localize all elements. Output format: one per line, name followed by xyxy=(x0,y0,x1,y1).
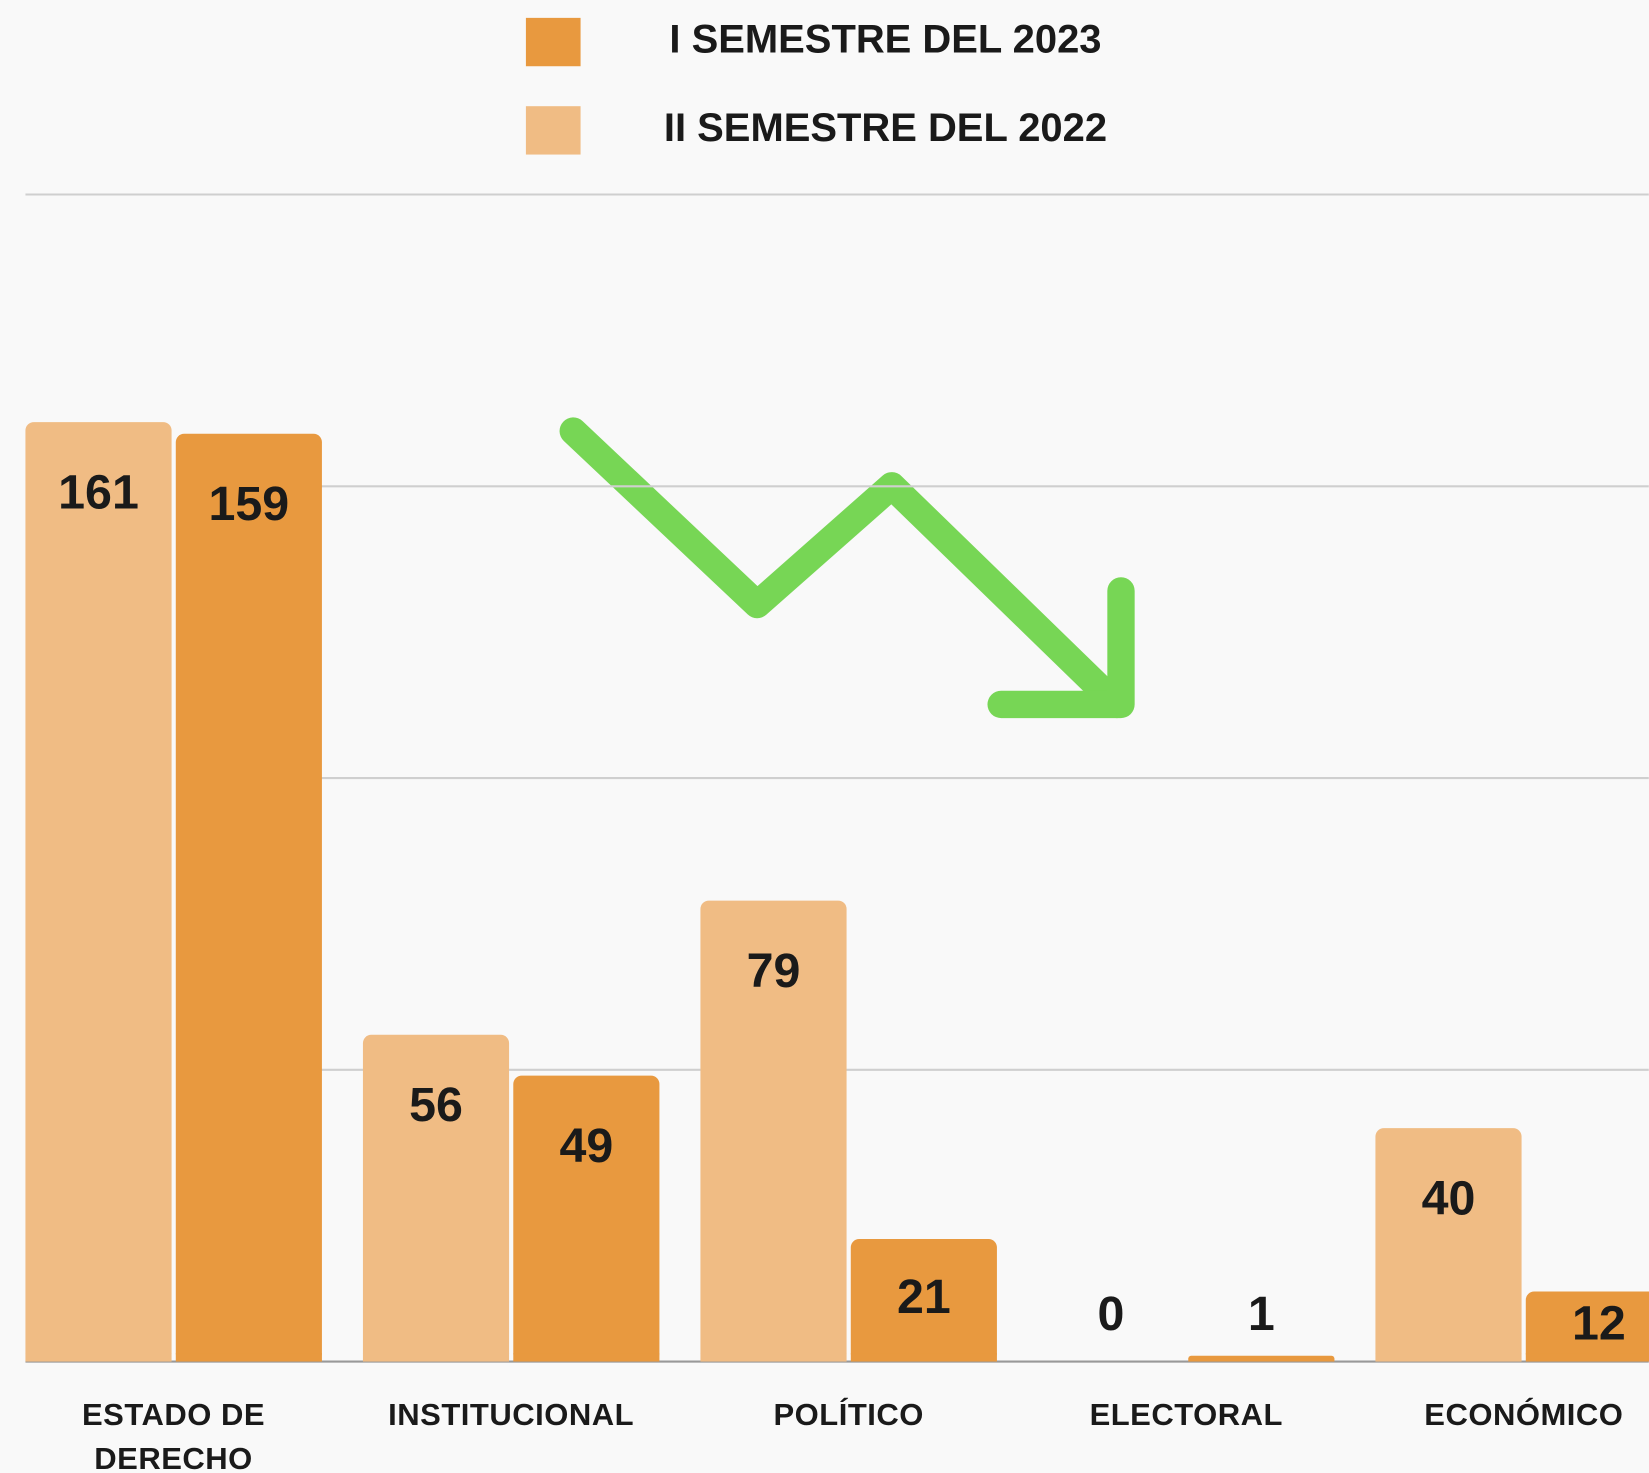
trend-arrow xyxy=(559,417,1135,719)
bar-foot xyxy=(25,1353,172,1362)
value-label: 12 xyxy=(1572,1296,1626,1350)
value-label: 79 xyxy=(747,944,801,998)
bar xyxy=(1375,1128,1522,1362)
x-tick-label: INSTITUCIONAL xyxy=(388,1397,635,1433)
bar-foot xyxy=(362,1353,510,1362)
bar-foot xyxy=(513,1353,660,1362)
bar xyxy=(175,433,322,1362)
value-label: 21 xyxy=(897,1270,951,1324)
bar-foot xyxy=(850,1353,997,1362)
bar-foot xyxy=(1525,1353,1649,1362)
bar-foot xyxy=(1375,1353,1522,1362)
bar-foot xyxy=(700,1353,847,1362)
bar xyxy=(1525,1291,1649,1362)
bar xyxy=(25,422,172,1362)
legend-label: II SEMESTRE DEL 2022 xyxy=(664,106,1107,150)
legend-swatch xyxy=(525,17,581,67)
value-label: 1 xyxy=(1248,1287,1275,1341)
bar-foot xyxy=(175,1353,322,1362)
value-label: 49 xyxy=(559,1119,613,1173)
legend-swatch xyxy=(525,106,581,155)
value-label: 56 xyxy=(409,1078,463,1132)
bar xyxy=(850,1239,997,1362)
x-tick-label: ESTADO DE DERECHO xyxy=(81,1397,266,1473)
legend-label: I SEMESTRE DEL 2023 xyxy=(669,18,1101,62)
bar-foot xyxy=(1188,1358,1335,1362)
x-tick-label: POLÍTICO xyxy=(773,1397,924,1433)
value-label: 161 xyxy=(58,465,139,519)
bar xyxy=(700,900,847,1362)
bar xyxy=(513,1075,660,1362)
x-tick-label: ECONÓMICO xyxy=(1424,1397,1624,1433)
value-label: 40 xyxy=(1422,1172,1476,1226)
x-tick-label: ELECTORAL xyxy=(1089,1397,1283,1433)
value-label: 0 xyxy=(1098,1287,1125,1341)
bar xyxy=(362,1034,510,1362)
value-label: 159 xyxy=(209,477,290,531)
